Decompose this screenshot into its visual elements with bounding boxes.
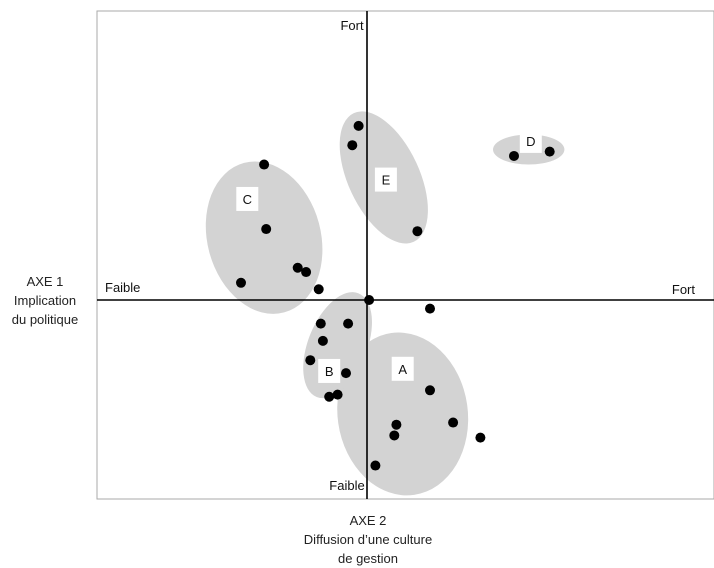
cluster-b-point bbox=[332, 389, 343, 400]
cluster-b-label: B bbox=[325, 364, 334, 379]
cluster-a-point bbox=[475, 432, 486, 443]
y-axis-title-line-2: Implication bbox=[13, 293, 77, 308]
cluster-a-point bbox=[370, 460, 381, 471]
cluster-b-point bbox=[305, 355, 316, 366]
x-axis-title-line-1: AXE 2 bbox=[349, 513, 387, 528]
cluster-a-point bbox=[448, 417, 459, 428]
cluster-d-label-box bbox=[519, 128, 542, 153]
cluster-c-point bbox=[261, 224, 272, 235]
cluster-d-label: D bbox=[526, 134, 535, 149]
cluster-c-point bbox=[259, 159, 270, 170]
cluster-c-point bbox=[236, 277, 246, 288]
x-axis-title-line-2: Diffusion d’une culture bbox=[303, 532, 433, 547]
cluster-e-point bbox=[347, 140, 358, 151]
cluster-labels-layer: A B C E D bbox=[236, 128, 542, 383]
cluster-e-point bbox=[412, 226, 423, 237]
cluster-b-point bbox=[341, 368, 351, 379]
y-axis-title-line-1: AXE 1 bbox=[26, 274, 64, 289]
cluster-c-ellipse bbox=[205, 161, 323, 314]
cluster-a-point bbox=[425, 385, 435, 396]
cluster-d-point bbox=[509, 150, 519, 161]
unclustered-point bbox=[364, 295, 375, 305]
cluster-c-point bbox=[301, 267, 312, 278]
clusters-layer bbox=[205, 111, 565, 496]
y-axis-title: AXE 1 Implication du politique bbox=[0, 272, 90, 329]
cluster-e-label: E bbox=[382, 173, 391, 188]
plot-frame bbox=[96, 10, 714, 500]
cluster-a-label-box bbox=[391, 356, 414, 381]
x-pole-high-label: Fort bbox=[672, 282, 696, 297]
cluster-b-point bbox=[324, 391, 335, 402]
x-pole-low-label: Faible bbox=[105, 280, 140, 295]
x-axis-title-line-3: de gestion bbox=[338, 551, 398, 566]
cluster-b-point bbox=[343, 318, 354, 329]
cluster-a-point bbox=[425, 303, 435, 314]
cluster-a-point bbox=[391, 419, 402, 430]
y-pole-high-label: Fort bbox=[340, 18, 364, 33]
cluster-a-ellipse bbox=[337, 332, 469, 496]
cluster-e-point bbox=[353, 120, 364, 131]
cluster-d-point bbox=[544, 146, 555, 157]
cluster-a-point bbox=[389, 430, 400, 441]
points-layer bbox=[236, 120, 555, 471]
cluster-c-point bbox=[313, 284, 324, 295]
y-axis-title-line-3: du politique bbox=[11, 312, 79, 327]
cluster-a-label: A bbox=[398, 362, 407, 377]
cluster-e-label-box bbox=[374, 167, 397, 192]
cluster-b-point bbox=[315, 318, 326, 329]
x-axis-title: AXE 2 Diffusion d’une culture de gestion bbox=[268, 511, 468, 568]
cluster-b-point bbox=[317, 335, 328, 346]
cluster-c-label-box bbox=[236, 186, 259, 211]
cluster-c-label: C bbox=[243, 192, 252, 207]
cluster-b-label-box bbox=[318, 358, 341, 383]
cluster-c-point bbox=[292, 262, 303, 273]
y-pole-low-label: Faible bbox=[329, 478, 364, 493]
